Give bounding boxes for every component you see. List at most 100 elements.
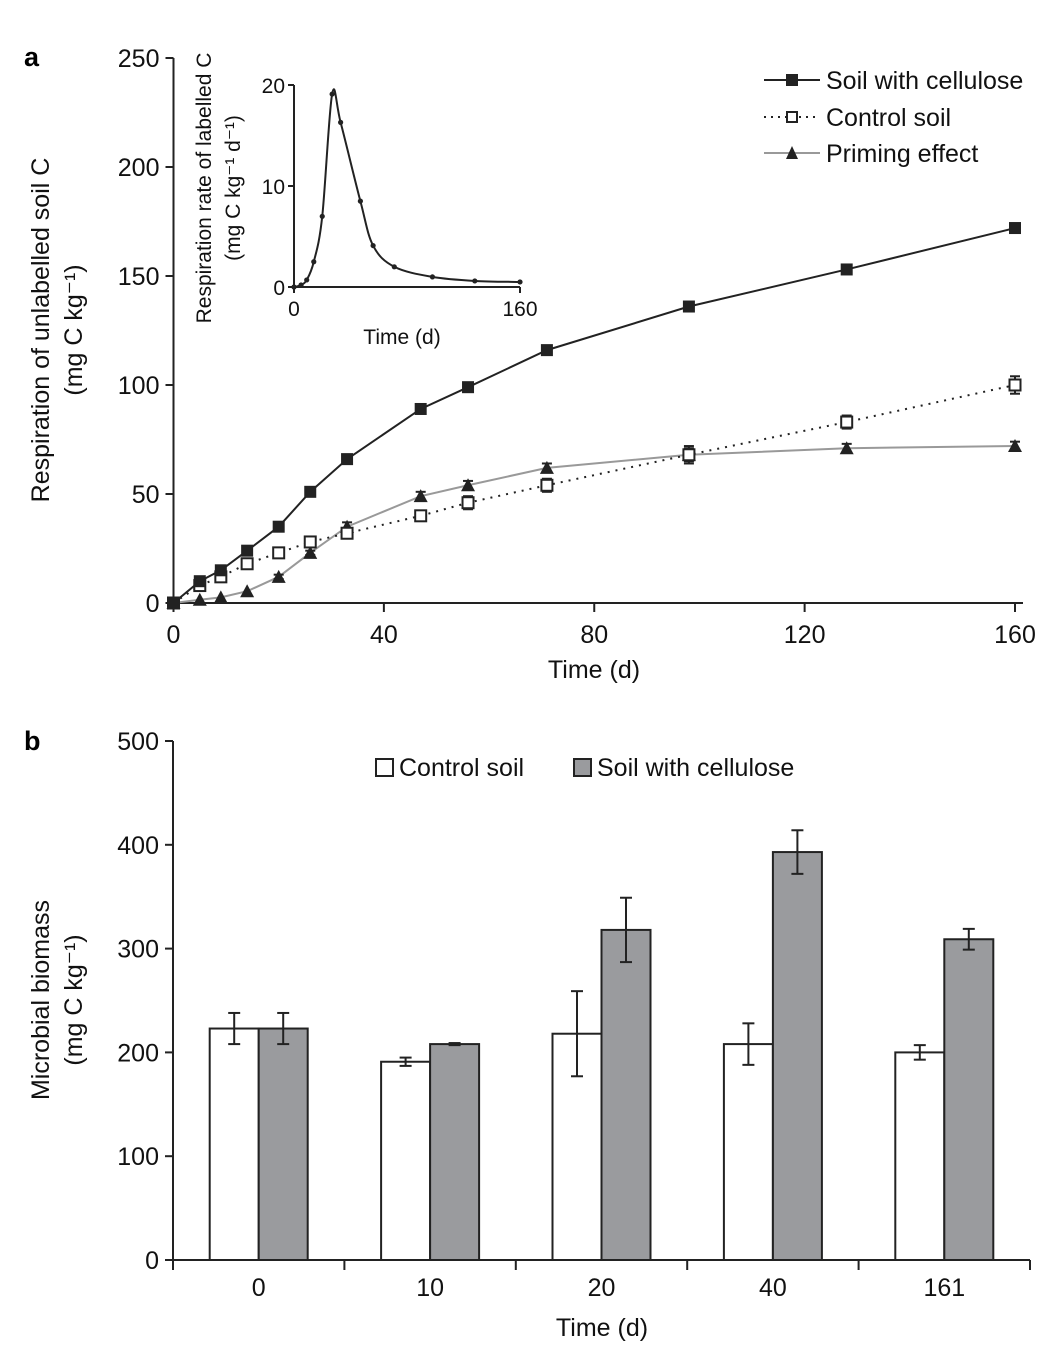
legend-label-soil-with-cellulose: Soil with cellulose (826, 67, 1023, 95)
inset-y-axis-title-line1: Respiration rate of labelled C (193, 53, 216, 324)
data-point-control-soil (682, 448, 696, 462)
panel-b-y-tick-label: 500 (117, 728, 159, 756)
data-point-soil-with-cellulose (682, 300, 695, 313)
series-line-priming-effect (173, 445, 1016, 604)
panel-b-x-tick-label: 20 (588, 1274, 616, 1302)
panel-b-x-axis-title: Time (d) (556, 1314, 648, 1342)
bar-soil-with-cellulose (429, 1043, 481, 1261)
panel-b-y-axis-title-line2: (mg C kg⁻¹) (60, 934, 88, 1065)
data-point-control-soil (540, 478, 554, 492)
inset-data-point (391, 264, 397, 270)
inset-data-point (357, 198, 363, 204)
inset-data-point (311, 259, 317, 265)
inset-series-line (293, 88, 521, 288)
inset-y-axis-title-line2: (mg C kg⁻¹ d⁻¹) (222, 115, 245, 261)
data-point-soil-with-cellulose (462, 381, 475, 394)
panel-a-y-tick-label: 200 (118, 154, 160, 182)
legend-item-control-soil: Control soil (764, 104, 951, 132)
data-point-control-soil (303, 535, 317, 549)
data-point-control-soil (240, 557, 254, 571)
legend-marker-open-square (786, 111, 798, 123)
panel-a-y-tick-label: 0 (146, 590, 160, 618)
data-point-soil-with-cellulose (840, 263, 853, 276)
panel-a-y-axis-title-line1: Respiration of unlabelled soil C (27, 158, 55, 503)
data-point-priming-effect (192, 592, 207, 606)
data-point-priming-effect (413, 489, 428, 503)
data-point-control-soil (272, 546, 286, 560)
inset-data-point (298, 282, 304, 288)
panel-label-b: b (24, 726, 41, 756)
data-point-soil-with-cellulose (304, 485, 317, 498)
panel-b-x-tick-label: 10 (416, 1274, 444, 1302)
legend-label-soil-with-cellulose: Soil with cellulose (597, 754, 794, 782)
data-point-soil-with-cellulose (414, 402, 427, 415)
inset-data-point (329, 91, 335, 97)
panel-b-x-tick-label: 40 (759, 1274, 787, 1302)
bar-control-soil (208, 1027, 260, 1261)
panel-b-y-tick-label: 100 (117, 1143, 159, 1171)
data-point-soil-with-cellulose (167, 597, 180, 609)
panel-b-x-tick-label: 161 (923, 1274, 965, 1302)
panel-b-legend: Control soil Soil with cellulose (375, 754, 794, 782)
legend-marker-filled-square (786, 74, 798, 86)
panel-b-axes: 0 10 20 40 161 0 100 200 300 400 500 (117, 728, 1031, 1302)
bar-control-soil (722, 1043, 774, 1261)
data-point-soil-with-cellulose (540, 344, 553, 357)
inset-data-point (319, 213, 325, 219)
legend-swatch-control-soil (375, 758, 394, 777)
bar-soil-with-cellulose (943, 938, 995, 1261)
data-point-control-soil (840, 415, 854, 429)
legend-item-control-soil: Control soil (375, 754, 524, 782)
data-point-priming-effect (839, 441, 854, 455)
inset-data-point (429, 274, 436, 280)
legend-item-soil-with-cellulose: Soil with cellulose (764, 67, 1023, 95)
legend-label-priming-effect: Priming effect (826, 140, 978, 168)
panel-a-series (166, 222, 1022, 610)
data-point-priming-effect (303, 545, 318, 559)
data-point-soil-with-cellulose (272, 520, 285, 533)
panel-b-y-tick-label: 400 (117, 832, 159, 860)
panel-a-x-tick-label: 120 (784, 621, 826, 649)
panel-a-inset-chart: 0 10 20 0 160 Time (d) Respiration rate of l… (193, 53, 538, 349)
data-point-priming-effect (1008, 439, 1022, 453)
inset-series (291, 88, 523, 290)
data-point-priming-effect (461, 478, 476, 492)
data-point-control-soil (1008, 378, 1022, 392)
panel-a-x-axis-title: Time (d) (548, 656, 640, 684)
inset-data-point (338, 119, 344, 125)
panel-a-y-tick-label: 150 (118, 263, 160, 291)
panel-a-y-axis-title-line2: (mg C kg⁻¹) (60, 264, 88, 395)
inset-y-tick-label: 20 (262, 75, 285, 98)
data-point-soil-with-cellulose (214, 564, 227, 577)
panel-a-x-tick-label: 40 (370, 621, 398, 649)
legend-item-priming-effect: Priming effect (764, 140, 978, 168)
data-point-control-soil (461, 496, 475, 510)
series-line-control-soil (172, 384, 1016, 604)
inset-x-tick-label: 0 (288, 298, 300, 321)
data-point-control-soil (340, 526, 354, 540)
bar-soil-with-cellulose (257, 1027, 309, 1261)
panel-a-legend: Soil with cellulose Control soil Priming… (764, 67, 1023, 168)
panel-a-y-tick-label: 250 (118, 45, 160, 73)
panel-b-y-axis-title-line1: Microbial biomass (27, 900, 55, 1100)
inset-y-tick-label: 0 (273, 277, 285, 300)
data-point-priming-effect (539, 460, 554, 474)
legend-item-soil-with-cellulose: Soil with cellulose (573, 754, 794, 782)
panel-a-y-tick-label: 100 (118, 372, 160, 400)
inset-data-point (370, 242, 376, 249)
bar-control-soil (894, 1051, 946, 1262)
panel-label-a: a (24, 42, 40, 72)
inset-y-tick-label: 10 (262, 176, 285, 199)
panel-a-x-tick-label: 80 (580, 621, 608, 649)
legend-label-control-soil: Control soil (826, 104, 951, 132)
panel-a-y-tick-label: 50 (132, 481, 160, 509)
panel-b-x-tick-label: 0 (252, 1274, 266, 1302)
data-point-soil-with-cellulose (193, 575, 206, 588)
data-point-priming-effect (240, 584, 255, 598)
inset-x-axis-title: Time (d) (363, 326, 440, 349)
data-point-priming-effect (213, 590, 228, 604)
legend-swatch-soil-with-cellulose (573, 758, 592, 777)
data-point-soil-with-cellulose (341, 453, 354, 466)
